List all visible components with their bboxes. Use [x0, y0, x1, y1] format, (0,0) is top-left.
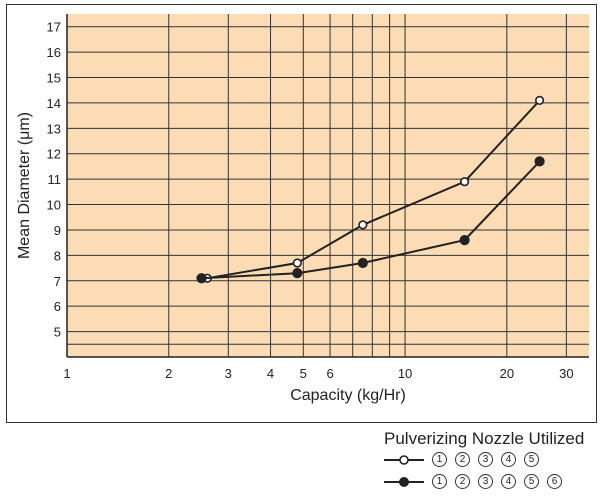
y-tick-label: 12	[47, 147, 61, 162]
legend-nozzle-number: 2	[455, 474, 470, 489]
x-tick-label: 10	[398, 366, 412, 381]
legend-filled-marker-icon	[384, 477, 424, 487]
x-tick-label: 4	[267, 366, 274, 381]
legend-open-marker-icon	[384, 455, 424, 465]
chart-frame: 5 6 7 8 9 10 11 12 13 14 15 16 17 1 2 3 4 5 6 10 20 30 Capacit…	[6, 4, 597, 423]
y-tick-label: 5	[54, 325, 61, 340]
data-point-open	[534, 95, 545, 105]
x-tick-label: 2	[165, 366, 172, 381]
legend-nozzle-number: 3	[478, 452, 493, 467]
y-tick-label: 10	[47, 198, 61, 213]
y-tick-label: 17	[47, 20, 61, 35]
y-tick-label: 6	[54, 299, 61, 314]
legend-nozzle-number: 5	[524, 474, 539, 489]
y-tick-label: 11	[48, 172, 62, 187]
legend-nozzle-number: 5	[524, 452, 539, 467]
x-tick-label: 30	[559, 366, 573, 381]
legend-nozzle-number: 1	[432, 452, 447, 467]
x-tick-label: 1	[63, 366, 70, 381]
x-tick-label: 20	[500, 366, 514, 381]
data-point-open	[292, 258, 302, 268]
y-tick-label: 9	[54, 223, 61, 238]
y-axis-title: Mean Diameter (μm)	[16, 112, 33, 259]
legend-nozzle-number: 4	[501, 452, 516, 467]
data-point-filled	[459, 235, 470, 246]
data-point-filled	[292, 268, 303, 279]
x-axis-title: Capacity (kg/Hr)	[290, 387, 406, 404]
y-tick-label: 8	[54, 248, 61, 263]
data-point-filled	[534, 156, 545, 167]
legend-nozzle-number: 3	[478, 474, 493, 489]
legend-nozzle-number: 4	[501, 474, 516, 489]
y-tick-label: 13	[47, 121, 61, 136]
plot-area	[67, 14, 589, 357]
data-point-filled	[357, 257, 368, 269]
y-tick-label: 16	[47, 45, 61, 60]
data-point-open	[358, 220, 368, 230]
y-tick-label: 7	[54, 274, 61, 289]
y-tick-label: 14	[47, 96, 61, 111]
x-tick-label: 6	[326, 366, 333, 381]
x-tick-label: 5	[300, 366, 307, 381]
legend-nozzle-number: 1	[432, 474, 447, 489]
legend-nozzle-number: 6	[547, 474, 562, 489]
data-point-filled	[196, 273, 207, 284]
data-point-open	[459, 177, 470, 187]
x-tick-label: 3	[225, 366, 232, 381]
y-tick-label: 15	[47, 71, 61, 86]
legend-title: Pulverizing Nozzle Utilized	[384, 429, 585, 448]
legend-nozzle-number: 2	[455, 452, 470, 467]
